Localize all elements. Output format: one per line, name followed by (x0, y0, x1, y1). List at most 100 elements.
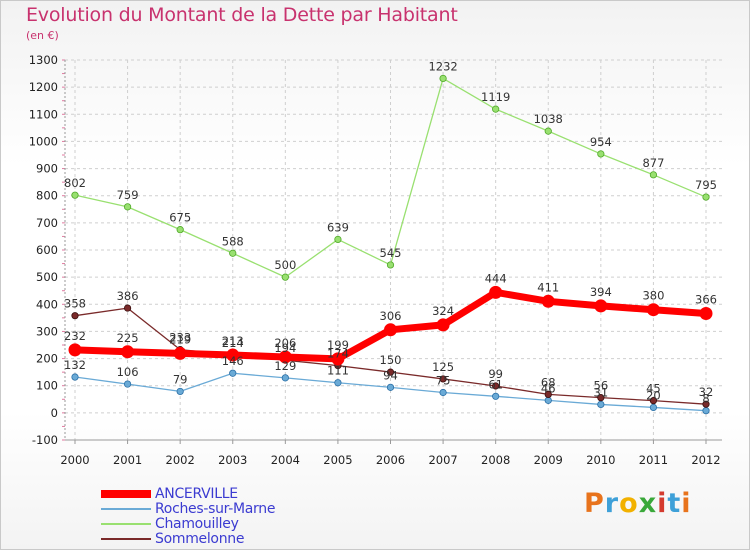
data-label: 233 (169, 331, 191, 345)
data-point (492, 392, 500, 400)
data-point (71, 373, 79, 381)
data-label: 106 (117, 365, 139, 379)
data-point (439, 388, 447, 397)
data-label: 306 (380, 309, 402, 323)
data-label: 194 (274, 341, 296, 355)
y-tick-label: 600 (36, 243, 58, 257)
data-point (597, 400, 605, 409)
data-label: 45 (646, 382, 661, 396)
data-point (544, 390, 552, 398)
x-tick-label: 2012 (691, 453, 720, 467)
data-point (649, 403, 658, 412)
data-point (597, 150, 605, 158)
data-point (71, 312, 79, 320)
logo-letter: P (584, 488, 605, 519)
data-label: 444 (485, 271, 507, 285)
x-tick-label: 2000 (60, 453, 89, 467)
legend-swatch (101, 523, 151, 525)
data-point (439, 74, 447, 83)
proxiti-logo: Proxiti (584, 488, 692, 519)
logo-letter: t (667, 488, 682, 519)
grid-lines (65, 59, 722, 441)
data-point (334, 379, 342, 387)
data-point (68, 343, 82, 357)
legend-label: Roches-sur-Marne (155, 501, 276, 517)
data-point (436, 318, 450, 332)
data-point (649, 171, 658, 179)
data-label: 877 (642, 156, 664, 170)
data-point (544, 396, 552, 404)
legend-label: Sommelonne (155, 531, 245, 547)
data-point (386, 368, 395, 376)
y-tick-label: 400 (36, 297, 58, 311)
y-tick-label: 500 (36, 270, 58, 284)
data-point (541, 294, 555, 308)
x-tick-label: 2011 (639, 453, 668, 467)
y-tick-label: 1200 (29, 80, 58, 94)
data-label: 219 (169, 332, 191, 346)
legend-swatch (101, 490, 151, 498)
data-point (492, 105, 500, 113)
x-tick-label: 2007 (428, 453, 457, 467)
data-label: 213 (222, 334, 244, 348)
legend-label: Chamouilley (155, 516, 239, 532)
data-label: 125 (432, 360, 454, 374)
data-label: 20 (646, 388, 661, 402)
data-label: 206 (274, 336, 296, 350)
data-label: 802 (64, 176, 86, 190)
data-point (386, 383, 395, 391)
y-axis: -100 0 100 200 300 400 500 600 700 800 900 1000 1100… (29, 53, 66, 447)
data-point (544, 127, 552, 135)
data-label: 366 (695, 293, 717, 307)
y-tick-label: 1300 (29, 53, 58, 67)
data-label: 386 (117, 289, 139, 303)
legend-swatch (101, 508, 151, 510)
data-point (594, 299, 608, 313)
data-point (492, 382, 500, 390)
data-point (226, 348, 240, 362)
data-label: 46 (541, 381, 556, 395)
data-point (649, 397, 658, 405)
y-tick-label: 1000 (29, 134, 58, 148)
data-point (229, 249, 237, 257)
data-label: 75 (436, 374, 451, 388)
data-label: 1232 (428, 59, 457, 73)
data-point (334, 235, 342, 244)
x-tick-label: 2004 (271, 453, 300, 467)
data-label: 61 (488, 377, 503, 391)
data-point (702, 407, 710, 415)
data-label: 79 (173, 372, 188, 386)
y-tick-label: 800 (36, 189, 58, 203)
data-label: 358 (64, 297, 86, 311)
data-label: 795 (695, 178, 717, 192)
data-label: 68 (541, 375, 556, 389)
data-label: 199 (327, 338, 349, 352)
data-label: 132 (64, 358, 86, 372)
data-point (489, 285, 503, 299)
series-layer (68, 74, 713, 415)
data-point (229, 369, 237, 377)
data-label: 759 (117, 188, 139, 202)
logo-letter: r (604, 488, 620, 519)
data-point (176, 226, 184, 234)
data-point (71, 191, 79, 199)
data-label: 500 (274, 258, 296, 272)
x-tick-label: 2003 (218, 453, 247, 467)
data-label: 32 (699, 385, 714, 399)
x-tick-label: 2005 (323, 453, 352, 467)
x-tick-label: 2001 (113, 453, 142, 467)
data-label: 99 (488, 367, 503, 381)
data-label: 675 (169, 211, 191, 225)
logo-letter: x (638, 488, 658, 519)
data-label: 129 (274, 359, 296, 373)
data-point (176, 387, 184, 396)
y-tick-label: 900 (36, 162, 58, 176)
data-point (281, 273, 289, 281)
data-label: 394 (590, 285, 612, 299)
x-tick-label: 2010 (586, 453, 615, 467)
data-label: 8 (702, 392, 709, 406)
data-label: 588 (222, 234, 244, 248)
data-point (121, 345, 135, 359)
data-label: 232 (64, 329, 86, 343)
